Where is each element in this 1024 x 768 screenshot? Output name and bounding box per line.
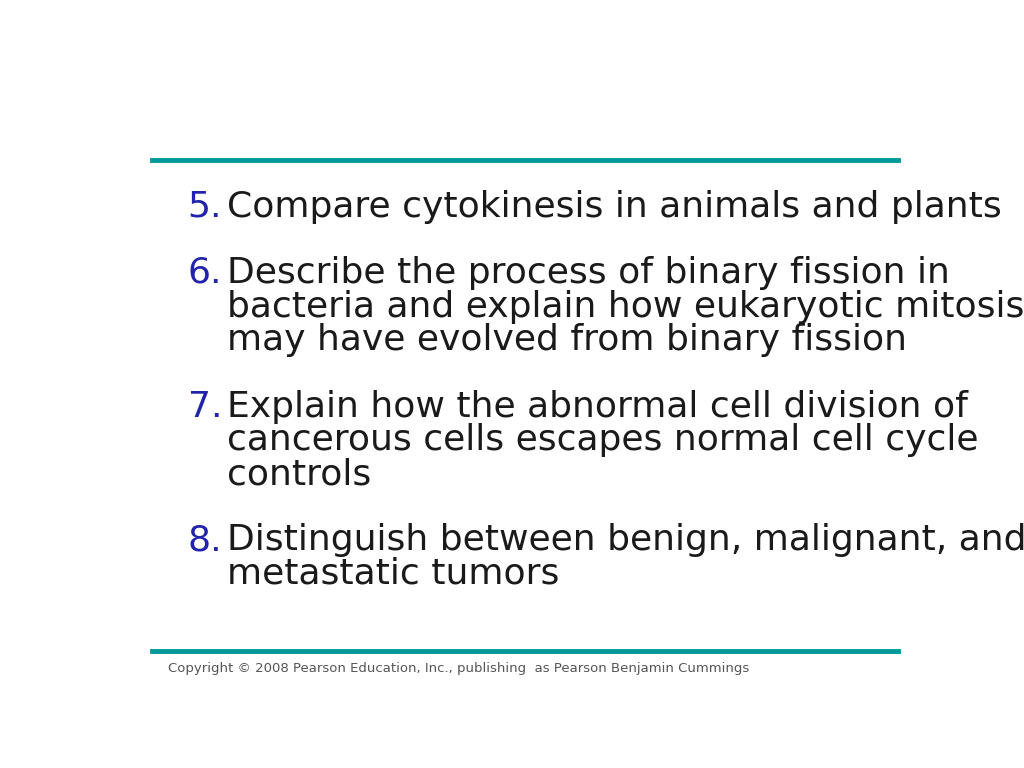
Text: may have evolved from binary fission: may have evolved from binary fission xyxy=(227,323,907,357)
Text: metastatic tumors: metastatic tumors xyxy=(227,557,559,591)
Text: cancerous cells escapes normal cell cycle: cancerous cells escapes normal cell cycl… xyxy=(227,423,979,457)
Text: Compare cytokinesis in animals and plants: Compare cytokinesis in animals and plant… xyxy=(227,190,1001,223)
Text: Distinguish between benign, malignant, and: Distinguish between benign, malignant, a… xyxy=(227,523,1024,558)
Text: 8.: 8. xyxy=(187,523,222,558)
Text: controls: controls xyxy=(227,457,372,491)
Text: bacteria and explain how eukaryotic mitosis: bacteria and explain how eukaryotic mito… xyxy=(227,290,1024,323)
Text: Copyright © 2008 Pearson Education, Inc., publishing  as Pearson Benjamin Cummin: Copyright © 2008 Pearson Education, Inc.… xyxy=(168,662,749,675)
Text: 6.: 6. xyxy=(187,256,222,290)
Text: Describe the process of binary fission in: Describe the process of binary fission i… xyxy=(227,256,950,290)
Text: 5.: 5. xyxy=(187,190,222,223)
Text: 7.: 7. xyxy=(187,389,222,424)
Text: Explain how the abnormal cell division of: Explain how the abnormal cell division o… xyxy=(227,389,968,424)
